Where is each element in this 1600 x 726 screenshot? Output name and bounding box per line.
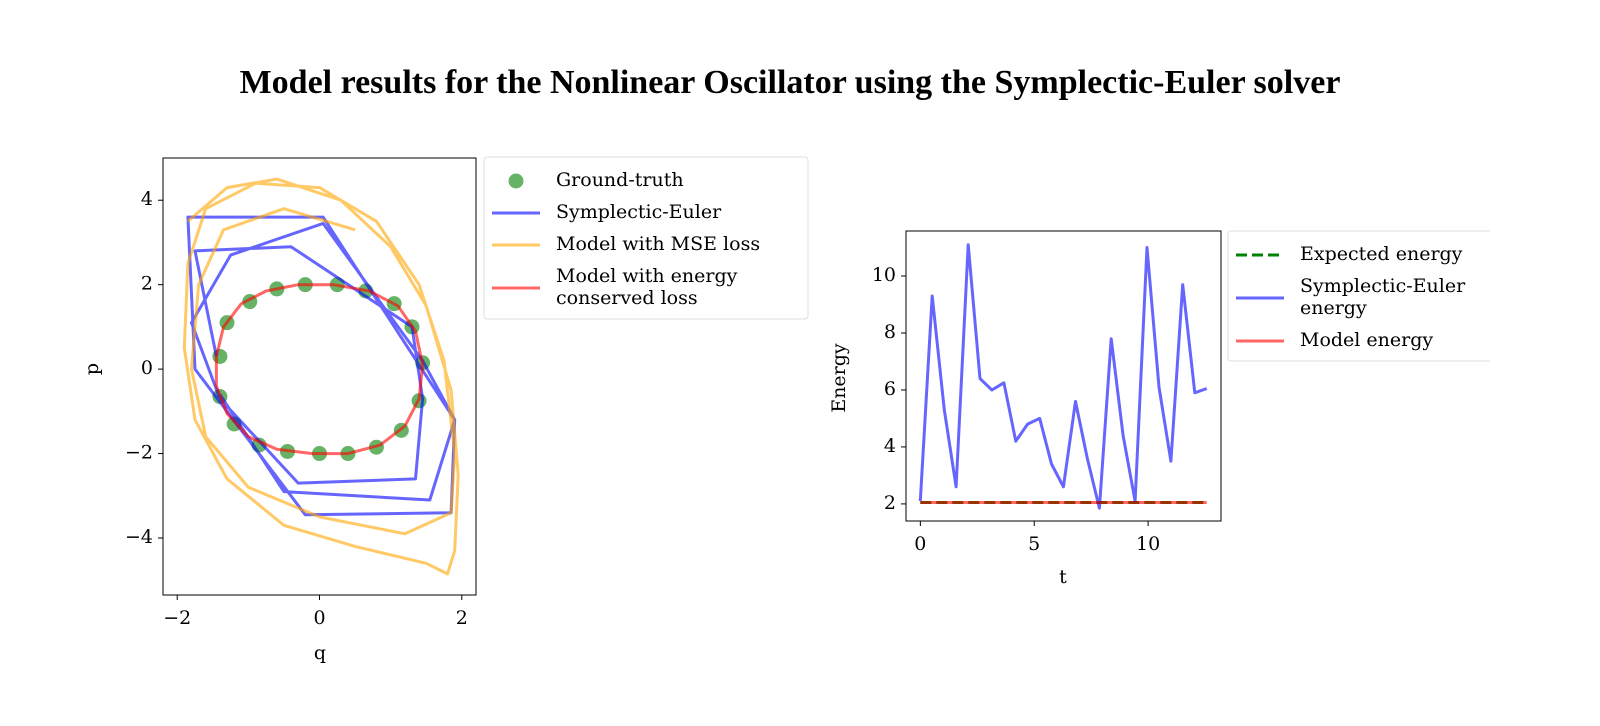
- y-tick-label: 2: [884, 492, 896, 514]
- plot-area: [905, 230, 1222, 522]
- legend-label: Expected energy: [1300, 243, 1463, 265]
- y-axis-label: Energy: [828, 343, 850, 413]
- legend: Ground-truth Symplectic-Euler Model with M…: [483, 156, 809, 320]
- series-line: [214, 283, 425, 456]
- y-axis-label: p: [81, 363, 103, 375]
- x-tick-label: 0: [914, 533, 926, 555]
- legend-box: [1227, 230, 1490, 362]
- series-line: [918, 243, 1208, 510]
- x-axis-label: t: [1059, 566, 1067, 588]
- y-tick-label: 10: [872, 264, 896, 286]
- series-line: [182, 177, 460, 576]
- legend-label: Symplectic-Euler: [556, 201, 722, 223]
- y-tick-label: 0: [141, 357, 153, 379]
- y-tick-label: 6: [884, 378, 896, 400]
- legend-label: Ground-truth: [556, 169, 684, 191]
- legend: Expected energy Symplectic-Euler energy Mod…: [1227, 230, 1490, 362]
- y-tick-label: 4: [141, 188, 153, 210]
- series-line: [186, 215, 457, 517]
- y-tick-label: −4: [125, 526, 153, 548]
- legend-label: Symplectic-Euler energy: [1300, 275, 1466, 319]
- legend-label: Model with energy conserved loss: [556, 265, 738, 309]
- legend-marker: [508, 173, 524, 189]
- figure-title: Model results for the Nonlinear Oscillat…: [240, 64, 1341, 101]
- x-tick-label: 2: [456, 607, 468, 629]
- y-tick-label: 2: [141, 273, 153, 295]
- y-tick-label: 4: [884, 435, 896, 457]
- y-tick-label: 8: [884, 321, 896, 343]
- legend-box: [483, 156, 809, 320]
- x-tick-label: 10: [1136, 533, 1160, 555]
- x-axis-label: q: [314, 642, 326, 664]
- legend-label: Model energy: [1300, 329, 1433, 351]
- legend-label: Model with MSE loss: [556, 233, 760, 255]
- x-tick-label: 5: [1028, 533, 1040, 555]
- x-tick-label: 0: [313, 607, 325, 629]
- x-tick-label: −2: [163, 607, 191, 629]
- y-tick-label: −2: [125, 442, 153, 464]
